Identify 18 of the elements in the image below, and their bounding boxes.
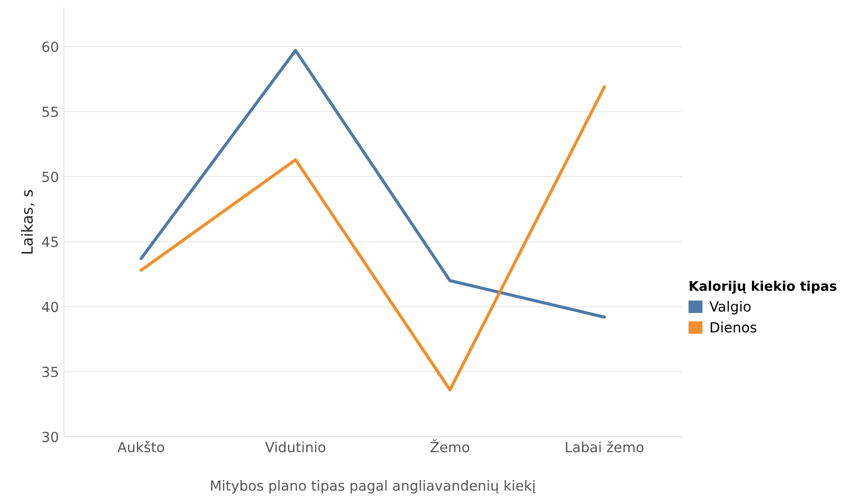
- line-series: [140, 48, 606, 319]
- y-tick-label: 50: [42, 172, 58, 182]
- x-tick-label: Žemo: [430, 439, 470, 452]
- y-tick-label: 45: [42, 236, 58, 248]
- y-tick-label: 35: [42, 366, 58, 378]
- x-tick-label: Aukšto: [117, 441, 164, 452]
- y-tick-label: 60: [42, 42, 58, 52]
- x-tick-label: Vidutinio: [265, 442, 326, 452]
- x-axis-title: Mitybos plano tipas pagal angliavandenių kiekį: [211, 480, 536, 494]
- y-tick-label: 55: [42, 106, 58, 118]
- legend-label: Valgio: [709, 300, 751, 314]
- legend-label: Dienos: [710, 322, 756, 333]
- y-tick-label: 30: [42, 432, 58, 442]
- x-tick-label: Labai žemo: [566, 441, 644, 452]
- legend-title: Kalorijų kiekio tipas: [690, 280, 836, 294]
- y-axis-title: Laikas, s: [21, 190, 34, 254]
- y-tick-label: 40: [42, 302, 58, 312]
- line-series: [140, 85, 606, 392]
